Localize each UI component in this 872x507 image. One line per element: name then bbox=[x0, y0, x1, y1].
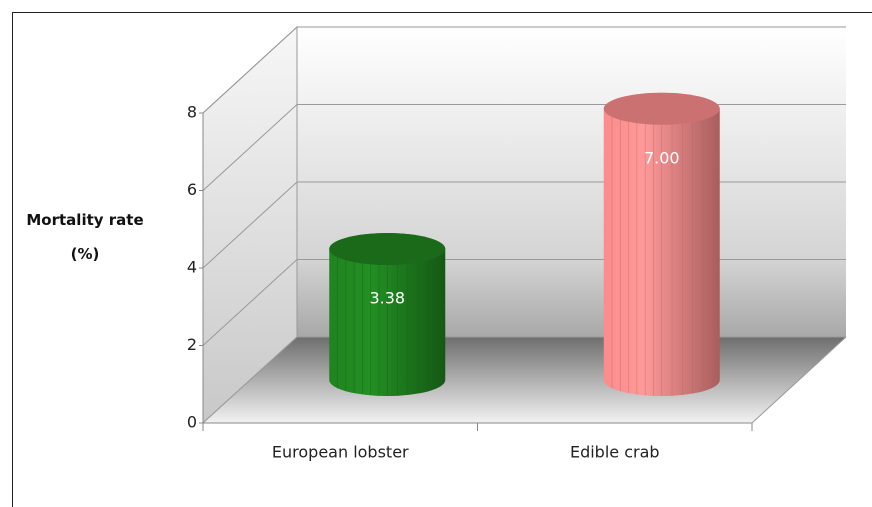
value-label: 7.00 bbox=[644, 148, 680, 167]
value-label: 3.38 bbox=[369, 289, 405, 308]
y-tick-label: 0 bbox=[187, 413, 197, 432]
floor-edge bbox=[751, 336, 847, 424]
x-tick-label: Edible crab bbox=[570, 443, 660, 462]
y-tick-label: 2 bbox=[187, 335, 197, 354]
y-axis-label: Mortality rate (%) bbox=[26, 211, 144, 263]
x-tick-label: European lobster bbox=[272, 443, 409, 462]
floor bbox=[203, 337, 846, 423]
y-tick-label: 8 bbox=[187, 103, 197, 122]
y-tick-label: 6 bbox=[187, 180, 197, 199]
bar-top bbox=[603, 92, 720, 125]
grid-line bbox=[202, 104, 298, 191]
grid-line bbox=[202, 336, 298, 424]
grid-line bbox=[202, 259, 298, 346]
bar-top bbox=[329, 233, 446, 266]
grid-line bbox=[202, 181, 298, 269]
y-tick-label: 4 bbox=[187, 258, 197, 277]
grid-line bbox=[202, 26, 298, 114]
frame bbox=[12, 12, 872, 507]
